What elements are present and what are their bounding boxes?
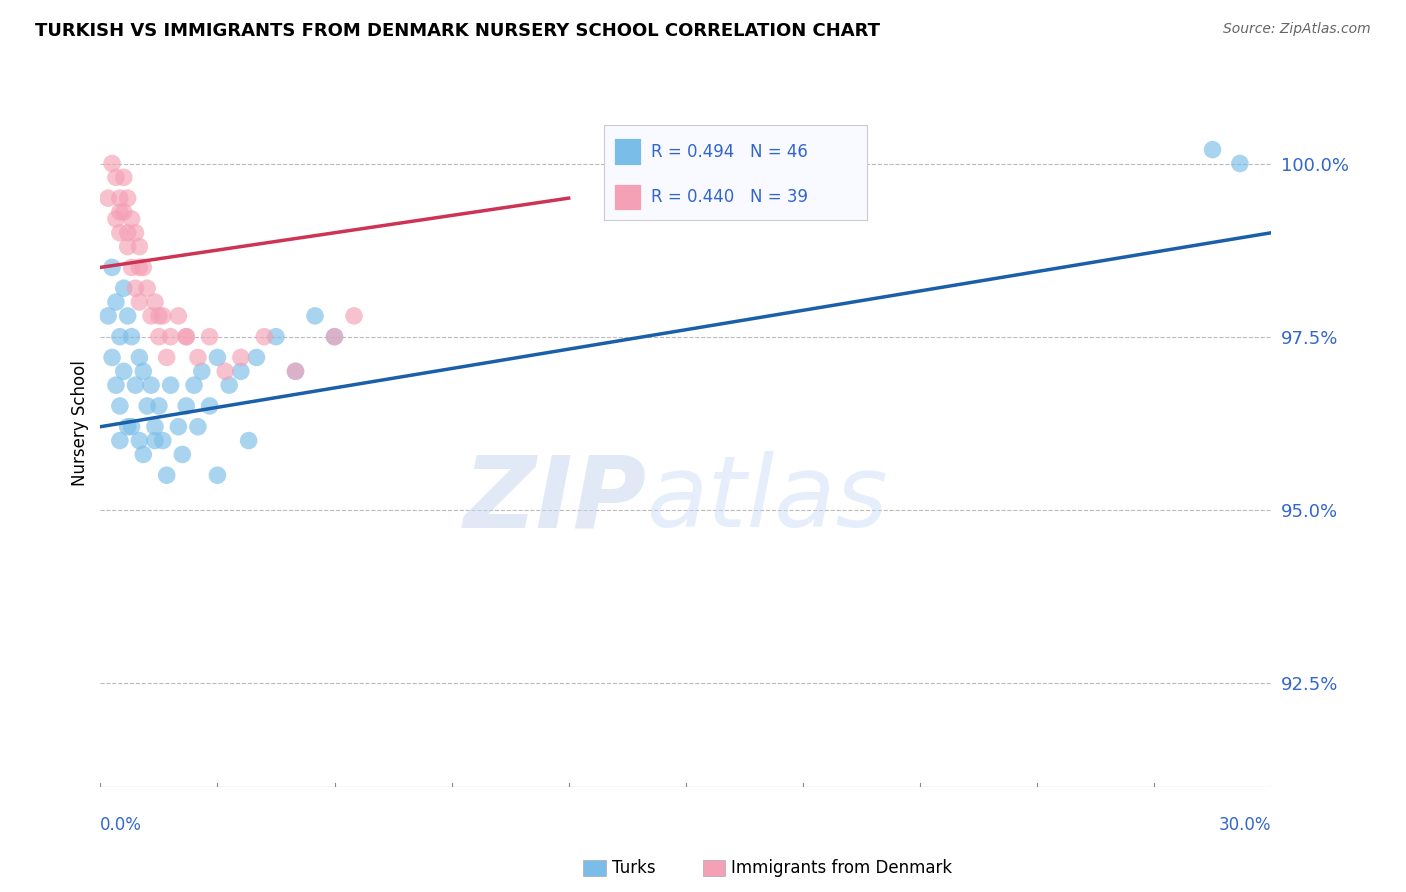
- Point: [284, 364, 307, 378]
- Point: [191, 364, 214, 378]
- Point: [183, 378, 205, 392]
- Point: [117, 309, 139, 323]
- Point: [104, 170, 127, 185]
- Point: [343, 309, 366, 323]
- Point: [148, 329, 170, 343]
- Point: [207, 468, 229, 483]
- Point: [159, 329, 181, 343]
- Text: Turks: Turks: [612, 859, 655, 877]
- Point: [152, 434, 174, 448]
- Point: [136, 399, 159, 413]
- Point: [1229, 156, 1251, 170]
- Text: 0.0%: 0.0%: [100, 816, 142, 834]
- Point: [128, 295, 150, 310]
- Point: [132, 447, 155, 461]
- Point: [187, 419, 209, 434]
- Point: [117, 226, 139, 240]
- Point: [124, 281, 146, 295]
- Point: [253, 329, 276, 343]
- Point: [132, 364, 155, 378]
- Point: [108, 226, 131, 240]
- Text: Source: ZipAtlas.com: Source: ZipAtlas.com: [1223, 22, 1371, 37]
- Point: [128, 434, 150, 448]
- Point: [238, 434, 260, 448]
- Point: [218, 378, 240, 392]
- Point: [108, 329, 131, 343]
- Point: [108, 205, 131, 219]
- Point: [128, 351, 150, 365]
- Point: [159, 378, 181, 392]
- Point: [124, 226, 146, 240]
- Text: TURKISH VS IMMIGRANTS FROM DENMARK NURSERY SCHOOL CORRELATION CHART: TURKISH VS IMMIGRANTS FROM DENMARK NURSE…: [35, 22, 880, 40]
- Point: [187, 351, 209, 365]
- Point: [108, 434, 131, 448]
- Text: 30.0%: 30.0%: [1219, 816, 1271, 834]
- Point: [104, 211, 127, 226]
- Text: Immigrants from Denmark: Immigrants from Denmark: [731, 859, 952, 877]
- Point: [121, 419, 143, 434]
- Point: [214, 364, 236, 378]
- Point: [104, 378, 127, 392]
- Point: [245, 351, 267, 365]
- Point: [97, 309, 120, 323]
- Point: [323, 329, 346, 343]
- Point: [117, 419, 139, 434]
- Point: [198, 399, 221, 413]
- Y-axis label: Nursery School: Nursery School: [72, 360, 89, 486]
- Point: [97, 191, 120, 205]
- Point: [112, 281, 135, 295]
- Point: [148, 309, 170, 323]
- Point: [136, 281, 159, 295]
- Point: [284, 364, 307, 378]
- Point: [174, 329, 197, 343]
- Point: [143, 419, 166, 434]
- Point: [121, 329, 143, 343]
- Point: [117, 239, 139, 253]
- Point: [124, 378, 146, 392]
- Point: [167, 419, 190, 434]
- Point: [174, 399, 197, 413]
- Point: [143, 295, 166, 310]
- Point: [304, 309, 326, 323]
- Point: [264, 329, 287, 343]
- Point: [101, 156, 124, 170]
- Point: [229, 364, 252, 378]
- Point: [1201, 143, 1223, 157]
- Point: [152, 309, 174, 323]
- Point: [156, 351, 179, 365]
- Point: [167, 309, 190, 323]
- Point: [323, 329, 346, 343]
- Point: [128, 239, 150, 253]
- Point: [108, 399, 131, 413]
- Point: [172, 447, 194, 461]
- Point: [112, 364, 135, 378]
- Point: [128, 260, 150, 275]
- Point: [112, 205, 135, 219]
- Point: [174, 329, 197, 343]
- Point: [121, 211, 143, 226]
- Point: [207, 351, 229, 365]
- Point: [198, 329, 221, 343]
- Point: [139, 378, 162, 392]
- Point: [101, 260, 124, 275]
- Point: [117, 191, 139, 205]
- Point: [108, 191, 131, 205]
- Point: [101, 351, 124, 365]
- Point: [143, 434, 166, 448]
- Point: [112, 170, 135, 185]
- Point: [156, 468, 179, 483]
- Point: [132, 260, 155, 275]
- Point: [148, 399, 170, 413]
- Point: [121, 260, 143, 275]
- Text: atlas: atlas: [647, 451, 889, 548]
- Point: [229, 351, 252, 365]
- Text: ZIP: ZIP: [464, 451, 647, 548]
- Point: [139, 309, 162, 323]
- Point: [104, 295, 127, 310]
